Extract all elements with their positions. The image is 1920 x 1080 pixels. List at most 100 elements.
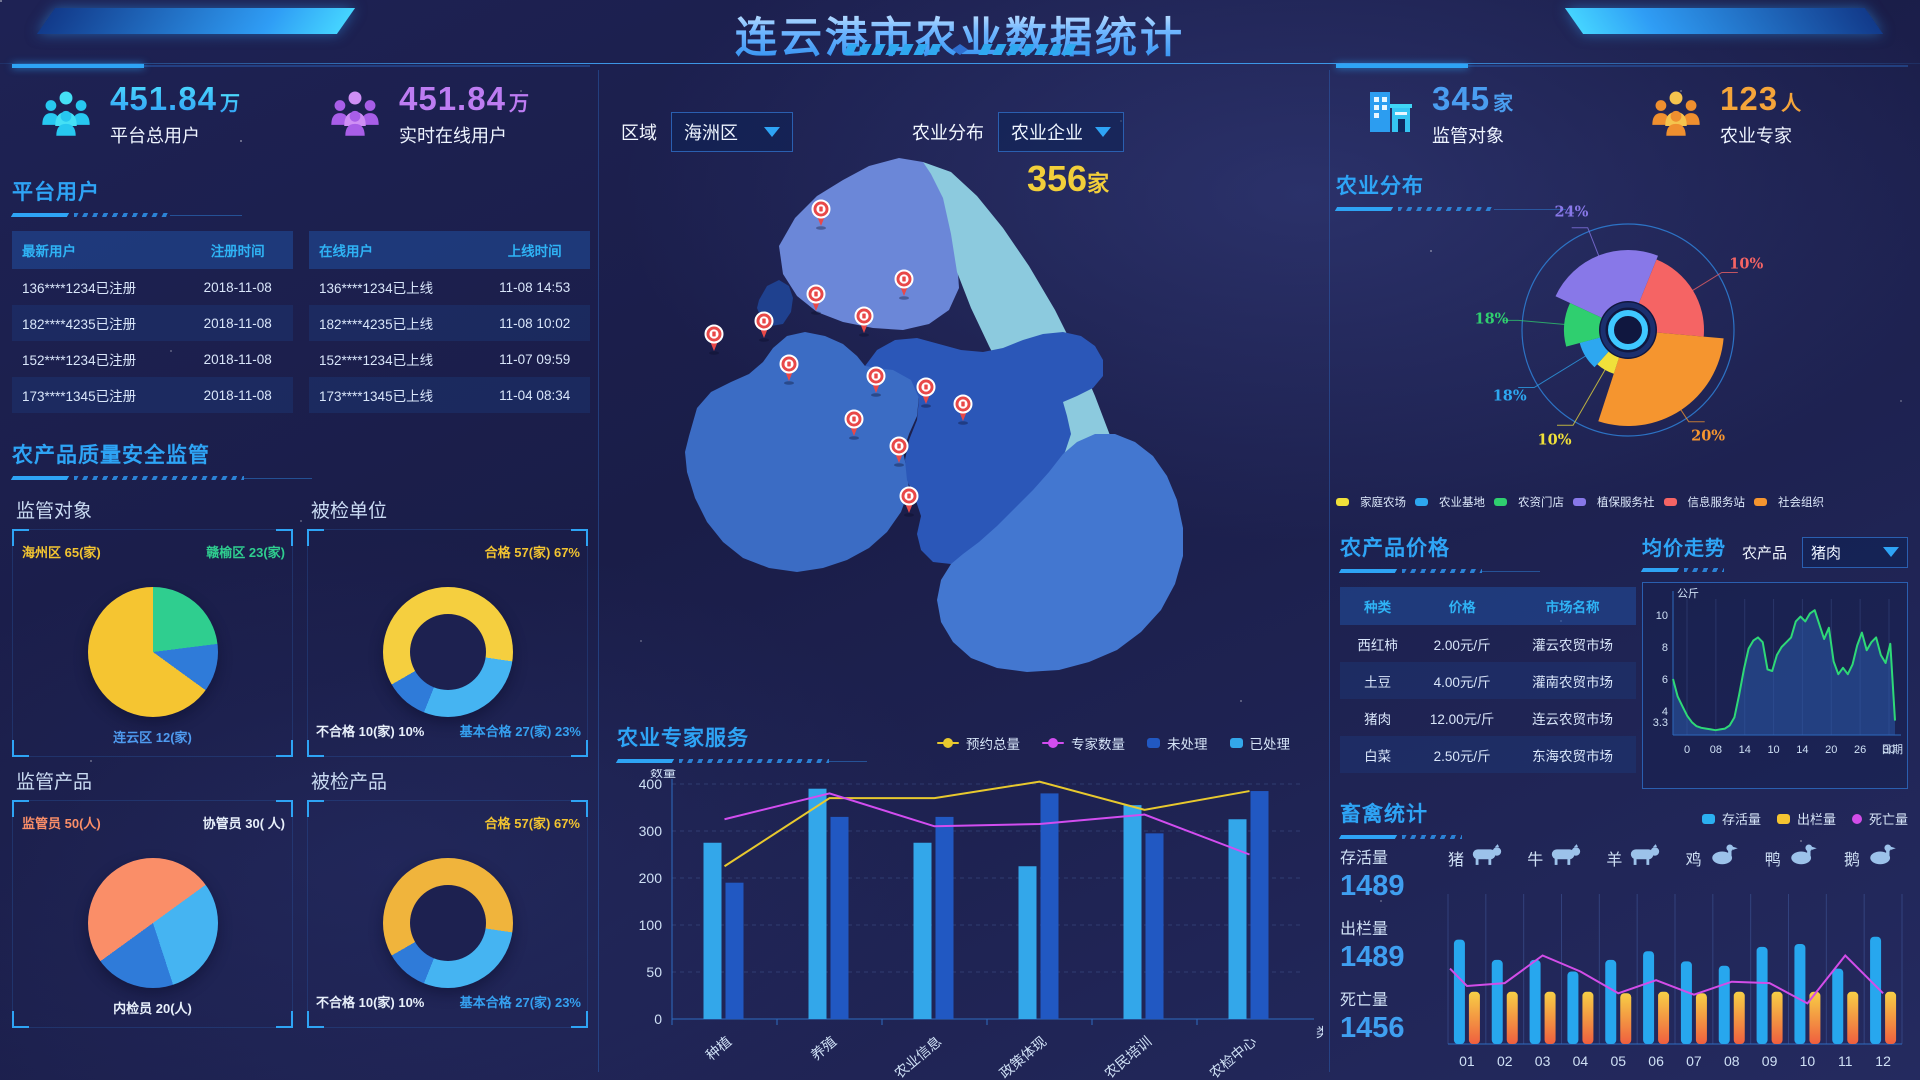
panel-top-accent: [1336, 64, 1468, 68]
distribution-label: 农业分布: [912, 123, 984, 143]
cell: 连云农贸市场: [1532, 711, 1614, 727]
map-pin[interactable]: [894, 269, 914, 300]
legend-item[interactable]: 家庭农场: [1336, 494, 1406, 510]
map-pin[interactable]: [811, 199, 831, 230]
svg-text:14: 14: [1796, 744, 1808, 756]
map-pin[interactable]: [899, 486, 919, 517]
svg-text:类型: 类型: [1316, 1025, 1323, 1040]
header-tick: [899, 44, 914, 55]
right-panel: 345 家 监管对象 123 人 农业专家 农业: [1334, 64, 1908, 1072]
legend-item[interactable]: 预约总量: [937, 733, 1020, 753]
legend-item[interactable]: 农资门店: [1494, 494, 1564, 510]
header-tick: [978, 44, 993, 55]
map-pin[interactable]: [889, 436, 909, 467]
legend-swatch: [1573, 498, 1586, 506]
legend-item[interactable]: 专家数量: [1042, 733, 1125, 753]
panel-top-accent: [12, 64, 144, 68]
region-select[interactable]: 海洲区: [671, 112, 793, 152]
animal-tab-鸭[interactable]: 鸭: [1765, 842, 1821, 873]
header-tick: [992, 44, 1007, 55]
table-row: 182****4235已注册 2018-11-08: [12, 305, 293, 341]
stat-agri-experts: 123 人 农业专家: [1622, 80, 1908, 148]
region-label: 区域: [621, 123, 657, 143]
map-pin[interactable]: [844, 409, 864, 440]
title-decoration: [1334, 207, 1566, 211]
svg-text:20: 20: [1825, 744, 1837, 756]
cell: 12.00元/斤: [1429, 711, 1495, 727]
distribution-value: 农业企业: [1011, 123, 1083, 143]
svg-text:种植: 种植: [703, 1033, 735, 1063]
map-pin[interactable]: [953, 394, 973, 425]
product-select[interactable]: 猪肉: [1802, 536, 1908, 568]
legend-label: 信息服务站: [1687, 497, 1746, 509]
animal-tab-猪[interactable]: 猪: [1448, 842, 1504, 873]
table-header-row: 在线用户 上线时间: [309, 231, 590, 269]
cell: 西红柿: [1357, 637, 1398, 653]
header-tick: [927, 44, 942, 55]
svg-text:01: 01: [1459, 1053, 1475, 1069]
legend-bar-icon: [1701, 813, 1715, 824]
legend-dot-icon: [1851, 813, 1862, 824]
legend-item[interactable]: 植保服务社: [1573, 494, 1655, 510]
section-title: 农产品质量安全监管: [12, 444, 210, 467]
table-row: 173****1345已注册 2018-11-08: [12, 377, 293, 413]
header-tick: [885, 44, 900, 55]
legend-label: 出栏量: [1796, 812, 1836, 827]
column-header: 在线用户: [319, 244, 373, 259]
cell-time: 2018-11-08: [203, 351, 272, 367]
livestock-stat-value: 1489: [1340, 941, 1405, 973]
stat-unit: 万: [219, 93, 240, 115]
map-pin[interactable]: [916, 377, 936, 408]
product-value: 猪肉: [1811, 544, 1842, 562]
legend-item[interactable]: 存活量: [1701, 809, 1761, 828]
legend-label: 存活量: [1721, 812, 1761, 827]
map-pin[interactable]: [704, 324, 724, 355]
map-pin[interactable]: [866, 366, 886, 397]
cell: 东海农贸市场: [1532, 748, 1614, 764]
animal-tab-鸡[interactable]: 鸡: [1686, 842, 1742, 873]
distribution-rose-chart: 24% 10% 20% 10% 18% 18%: [1336, 190, 1908, 490]
stat-label: 实时在线用户: [399, 126, 507, 146]
legend-item[interactable]: 社会组织: [1754, 494, 1824, 510]
animal-tab-牛[interactable]: 牛: [1527, 842, 1583, 873]
corner-bracket: [571, 529, 588, 546]
company-count-badge: 356家: [1027, 158, 1109, 200]
legend-item[interactable]: 出栏量: [1776, 809, 1836, 828]
legend-item[interactable]: 未处理: [1147, 733, 1208, 753]
svg-text:6: 6: [1662, 674, 1668, 686]
slice-label: 协管员 30( 人): [202, 816, 285, 831]
animal-label: 牛: [1527, 851, 1544, 869]
legend-item[interactable]: 已处理: [1229, 733, 1290, 753]
table-row: 173****1345已上线 11-04 08:34: [309, 377, 590, 413]
panel-top-line: [1336, 65, 1908, 67]
map-pin[interactable]: [806, 284, 826, 315]
table-row: 152****1234已注册 2018-11-08: [12, 341, 293, 377]
animal-quadruped-icon: [1628, 842, 1662, 873]
svg-text:农业信息: 农业信息: [891, 1033, 944, 1080]
cell-user: 152****1234已上线: [319, 353, 434, 368]
expert-header: 农业专家服务 预约总量 专家数量 未处理 已处理: [615, 722, 1315, 763]
animal-tab-鹅[interactable]: 鹅: [1844, 842, 1900, 873]
rose-slice[interactable]: [1564, 303, 1628, 347]
table-row: 西红柿 2.00元/斤 灌云农贸市场: [1340, 625, 1636, 662]
map-pin[interactable]: [854, 306, 874, 337]
users-group-orange-icon: [1648, 87, 1704, 142]
legend-item[interactable]: 农业基地: [1415, 494, 1485, 510]
distribution-select[interactable]: 农业企业: [998, 112, 1124, 152]
map-pin[interactable]: [779, 354, 799, 385]
distribution-control: 农业分布 农业企业: [912, 112, 1124, 152]
users-group-cyan-icon: [38, 87, 94, 142]
animal-bird-icon: [1708, 842, 1742, 873]
quality-charts: 监管对象 海州区 65(家) 赣榆区 23(家) 连云区 12(家) 被检单位 合格…: [12, 492, 590, 1028]
svg-text:11: 11: [1838, 1053, 1853, 1069]
livestock-legend: 存活量 出栏量 死亡量: [1701, 809, 1908, 828]
corner-bracket: [12, 1011, 29, 1028]
animal-tab-羊[interactable]: 羊: [1606, 842, 1662, 873]
rose-percent-label: 10%: [1729, 255, 1764, 273]
legend-item[interactable]: 死亡量: [1851, 809, 1908, 828]
legend-item[interactable]: 信息服务站: [1663, 494, 1746, 510]
header-decoration-left: [36, 8, 356, 34]
distribution-legend: 家庭农场 农业基地 农资门店 植保服务社 信息服务站 社会组织: [1336, 494, 1908, 510]
livestock-stat-label: 存活量: [1340, 850, 1389, 867]
map-pin[interactable]: [754, 311, 774, 342]
